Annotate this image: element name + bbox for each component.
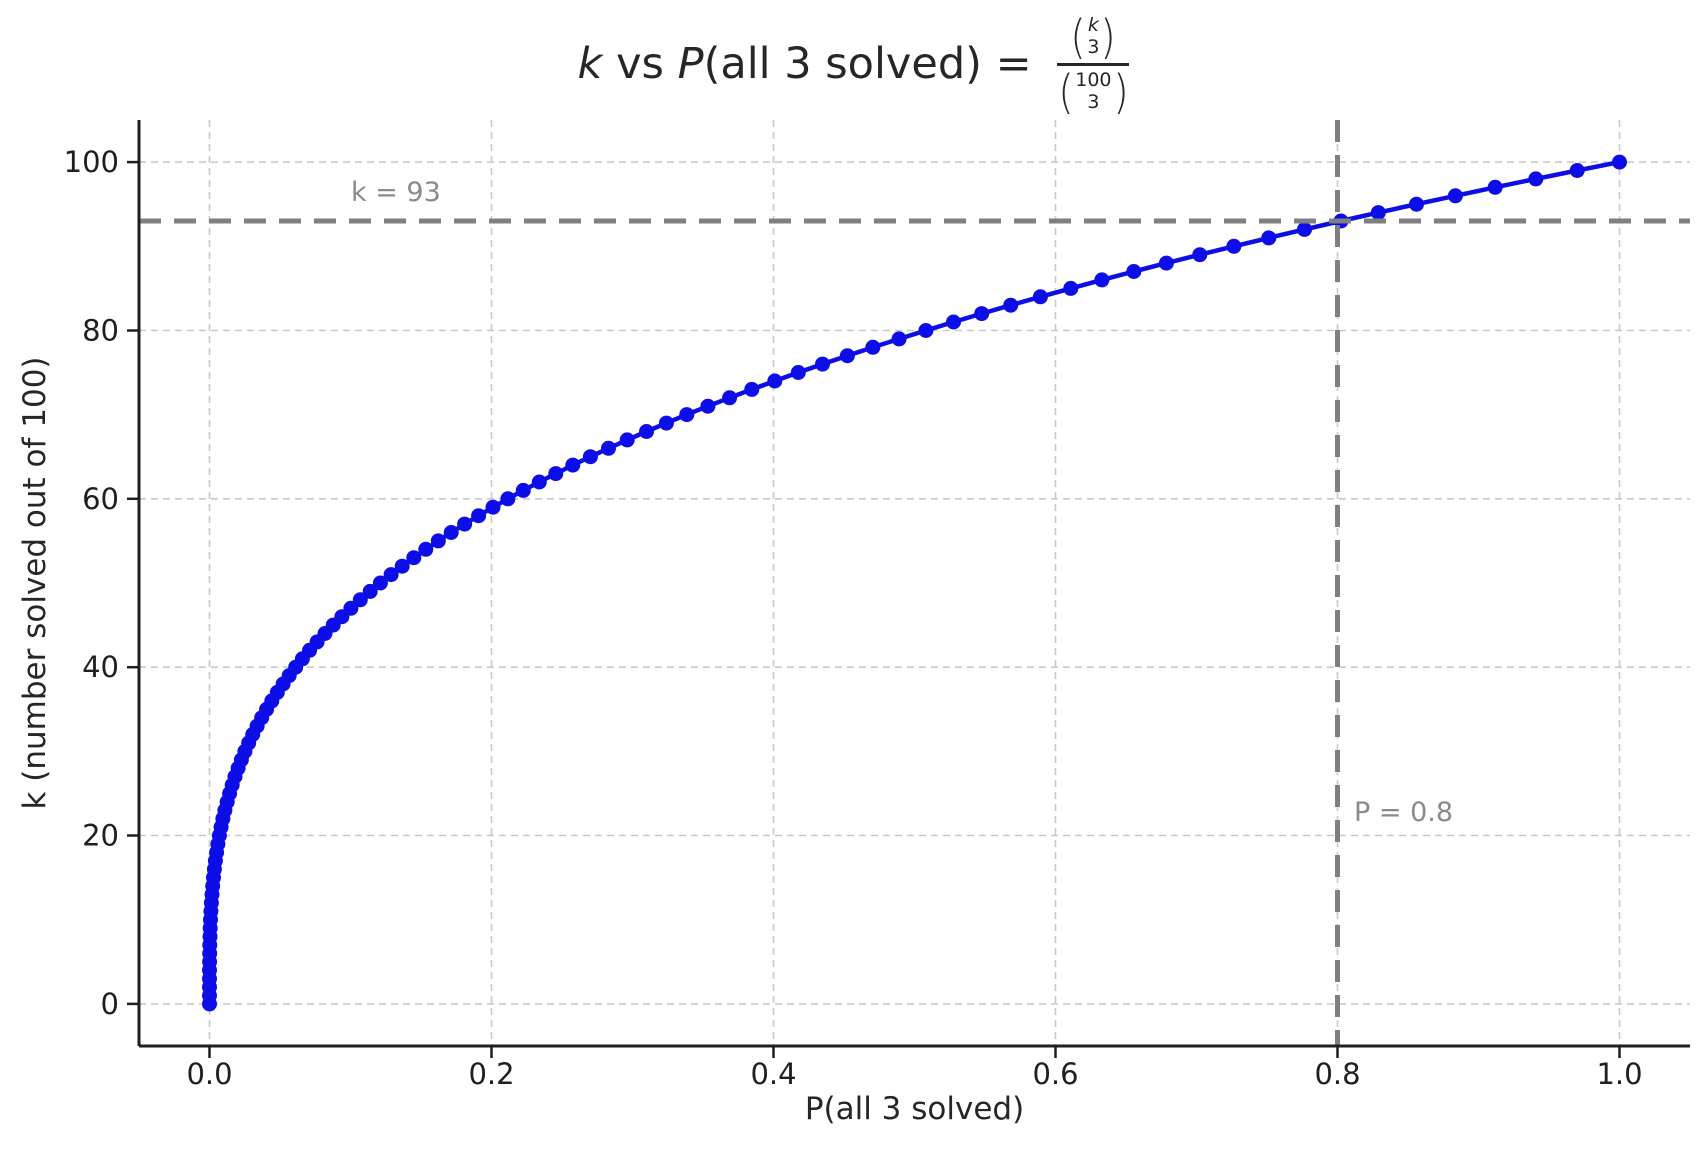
data-point [1297,221,1312,237]
data-point [471,508,487,524]
data-point [1370,205,1386,221]
data-point [515,482,531,498]
data-point [744,381,760,397]
data-point [352,592,368,608]
y-tick-label: 60 [82,482,119,516]
data-point [548,466,564,482]
binomial-denominator-top: 100 [1075,69,1112,92]
fraction-bar [1057,62,1130,66]
x-tick-label: 1.0 [1596,1057,1642,1091]
data-point [1612,154,1627,170]
data-point [443,525,459,540]
title-P: P [677,39,704,89]
data-point [1487,179,1503,195]
title-k: k [577,39,603,89]
binomial-numerator-bottom: 3 [1087,35,1100,58]
right-paren-icon: ) [1100,9,1117,64]
data-point [790,365,806,380]
binomial-k-3: ( k 3 ) [1069,14,1117,60]
title-rest: (all 3 solved) = [703,39,1046,89]
data-point [1032,289,1048,305]
data-point [619,432,635,448]
data-point [891,331,907,347]
data-point [1261,230,1277,246]
y-tick-label: 40 [82,650,119,684]
x-axis-label: P(all 3 solved) [804,1091,1025,1127]
vline-label-p08: P = 0.8 [1354,797,1454,828]
data-point [946,314,961,330]
data-point [839,348,855,364]
data-point [1003,297,1019,313]
hline-label-k93: k = 93 [351,177,441,208]
x-tick-label: 0.8 [1314,1057,1360,1091]
binomial-k-3-stack: k 3 [1087,14,1100,58]
x-tick-label: 0.4 [750,1057,796,1091]
data-point [639,424,654,439]
data-point [1409,196,1424,212]
data-point [1192,247,1208,263]
data-point [418,541,434,557]
data-point [1528,171,1544,187]
data-point [1094,272,1110,288]
data-point [767,373,783,389]
chart-title-text: k vs P(all 3 solved) = [578,39,1046,89]
data-point [406,550,422,566]
data-point [1063,280,1079,296]
data-point [1226,238,1242,254]
data-point [601,440,616,456]
data-point [457,516,473,532]
series-line [207,159,1622,1007]
data-point [722,390,738,406]
data-point [1126,264,1142,279]
right-paren-icon: ) [1112,64,1129,119]
data-point [679,407,695,423]
data-point [815,356,830,372]
data-point [531,474,547,490]
y-tick-label: 80 [82,314,119,348]
data-point [1158,255,1174,271]
data-point [974,306,990,322]
binomial-denominator-bottom: 3 [1087,90,1100,113]
data-point [582,449,598,465]
data-point [700,398,716,414]
y-axis-label: k (number solved out of 100) [17,356,53,810]
data-point [485,499,501,515]
data-point [565,457,581,473]
chart-title: k vs P(all 3 solved) = ( k 3 ) ( 100 3 ) [0,6,1707,122]
data-point [1569,163,1585,178]
data-point [372,575,388,591]
data-point [394,558,410,574]
binomial-100-3: ( 100 3 ) [1057,69,1129,115]
y-tick-label: 100 [64,145,119,179]
left-paren-icon: ( [1070,9,1086,64]
data-point [658,415,674,431]
data-point [362,583,378,599]
data-point [918,323,934,338]
title-fraction: ( k 3 ) ( 100 3 ) [1057,14,1130,115]
data-point [383,567,399,583]
x-tick-label: 0.6 [1032,1057,1078,1091]
title-vs: vs [602,39,678,89]
data-point [1447,188,1463,204]
binomial-numerator-top: k [1087,14,1099,37]
x-tick-label: 0.2 [468,1057,514,1091]
y-tick-label: 0 [101,987,119,1021]
y-tick-label: 20 [82,819,119,853]
data-point [430,533,446,549]
left-paren-icon: ( [1058,64,1074,119]
binomial-100-3-stack: 100 3 [1075,69,1112,113]
data-point [865,339,881,355]
data-point [500,491,516,507]
x-tick-label: 0.0 [186,1057,232,1091]
